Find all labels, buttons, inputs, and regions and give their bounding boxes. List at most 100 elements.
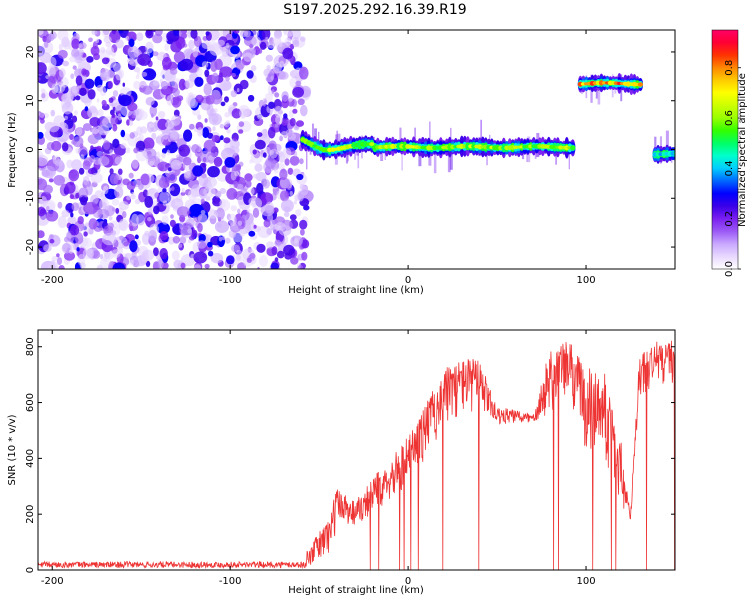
noise-blob [265, 157, 276, 169]
noise-blob [178, 78, 186, 91]
noise-blob [142, 68, 157, 81]
noise-blob [187, 95, 196, 107]
noise-blob [81, 68, 87, 76]
noise-blob [120, 129, 126, 138]
noise-blob [147, 208, 153, 215]
noise-blob [281, 91, 289, 102]
noise-blob [50, 109, 56, 117]
noise-blob [250, 152, 263, 164]
noise-blob [71, 38, 80, 50]
noise-blob [118, 201, 129, 211]
noise-blob [197, 114, 202, 120]
noise-blob [204, 69, 210, 78]
noise-blob [56, 253, 60, 258]
noise-blob [39, 112, 45, 118]
noise-blob [214, 220, 230, 233]
noise-blob [225, 76, 230, 82]
noise-blob [274, 239, 282, 247]
noise-blob [219, 199, 227, 208]
noise-blob [65, 181, 76, 194]
noise-blob [204, 118, 208, 123]
noise-blob [154, 30, 163, 37]
noise-blob [297, 265, 304, 269]
colorbar-tick-label: 0.2 [724, 211, 735, 227]
noise-blob [96, 264, 103, 269]
noise-blob [69, 133, 74, 141]
noise-blob [159, 231, 169, 241]
noise-blob [162, 188, 167, 193]
noise-blob [175, 36, 186, 49]
noise-blob [279, 177, 291, 189]
noise-blob [78, 187, 89, 199]
noise-blob [111, 113, 116, 119]
noise-blob [210, 253, 223, 264]
noise-blob [255, 171, 267, 182]
noise-blob [76, 247, 80, 252]
noise-blob [282, 147, 292, 159]
colorbar-tick-label: 0.0 [724, 261, 735, 277]
noise-blob [62, 41, 71, 50]
noise-blob [214, 190, 222, 198]
tone-smear [654, 136, 657, 157]
noise-blob [156, 222, 170, 234]
noise-blob [148, 123, 155, 128]
noise-blob [289, 214, 297, 221]
noise-blob [293, 238, 299, 244]
noise-blob [78, 42, 87, 50]
noise-blob [84, 78, 95, 90]
noise-blob [284, 158, 290, 166]
noise-blob [195, 94, 204, 103]
tone-smear [665, 130, 669, 158]
noise-blob [252, 207, 260, 218]
snr-series-line [38, 340, 675, 570]
noise-blob [83, 201, 98, 215]
noise-blob [71, 48, 80, 59]
noise-blob [70, 212, 74, 218]
noise-blob [89, 117, 101, 127]
noise-blob [267, 126, 276, 139]
noise-blob [109, 173, 119, 185]
noise-blob [70, 73, 75, 79]
noise-blob [91, 128, 99, 135]
noise-blob [132, 35, 136, 40]
noise-blob [145, 260, 151, 267]
noise-blob [75, 126, 83, 136]
noise-blob [224, 157, 236, 168]
noise-blob [299, 219, 308, 230]
noise-blob [219, 135, 224, 141]
noise-blob [114, 186, 124, 199]
noise-blob [74, 55, 83, 64]
noise-blob [260, 192, 274, 205]
noise-blob [138, 133, 144, 142]
noise-blob [109, 168, 114, 175]
noise-blob [207, 155, 213, 161]
noise-blob [79, 262, 86, 269]
noise-blob [226, 255, 235, 265]
noise-blob [103, 140, 111, 151]
noise-blob [233, 180, 239, 189]
noise-blob [182, 156, 192, 166]
noise-blob [211, 113, 219, 124]
noise-blob [260, 204, 275, 217]
snr-panel: -200 -100 0 100 0 200 400 600 800 Height of str… [7, 329, 676, 596]
noise-blob [115, 70, 123, 81]
noise-blob [261, 30, 271, 40]
snr-frame [37, 329, 676, 571]
noise-blob [184, 79, 194, 89]
noise-blob [112, 138, 120, 149]
noise-blob [256, 243, 266, 253]
tone-cell [570, 145, 576, 151]
noise-blob [265, 77, 271, 82]
noise-blob [301, 239, 310, 249]
noise-blob [93, 53, 100, 61]
y-tick-label: 20 [25, 46, 36, 59]
noise-blob [50, 260, 55, 265]
noise-blob [71, 115, 78, 123]
noise-blob [79, 87, 87, 96]
noise-blob [273, 207, 279, 213]
noise-blob [132, 109, 140, 116]
noise-blob [247, 94, 255, 102]
noise-blob [252, 149, 257, 155]
noise-blob [190, 30, 198, 39]
